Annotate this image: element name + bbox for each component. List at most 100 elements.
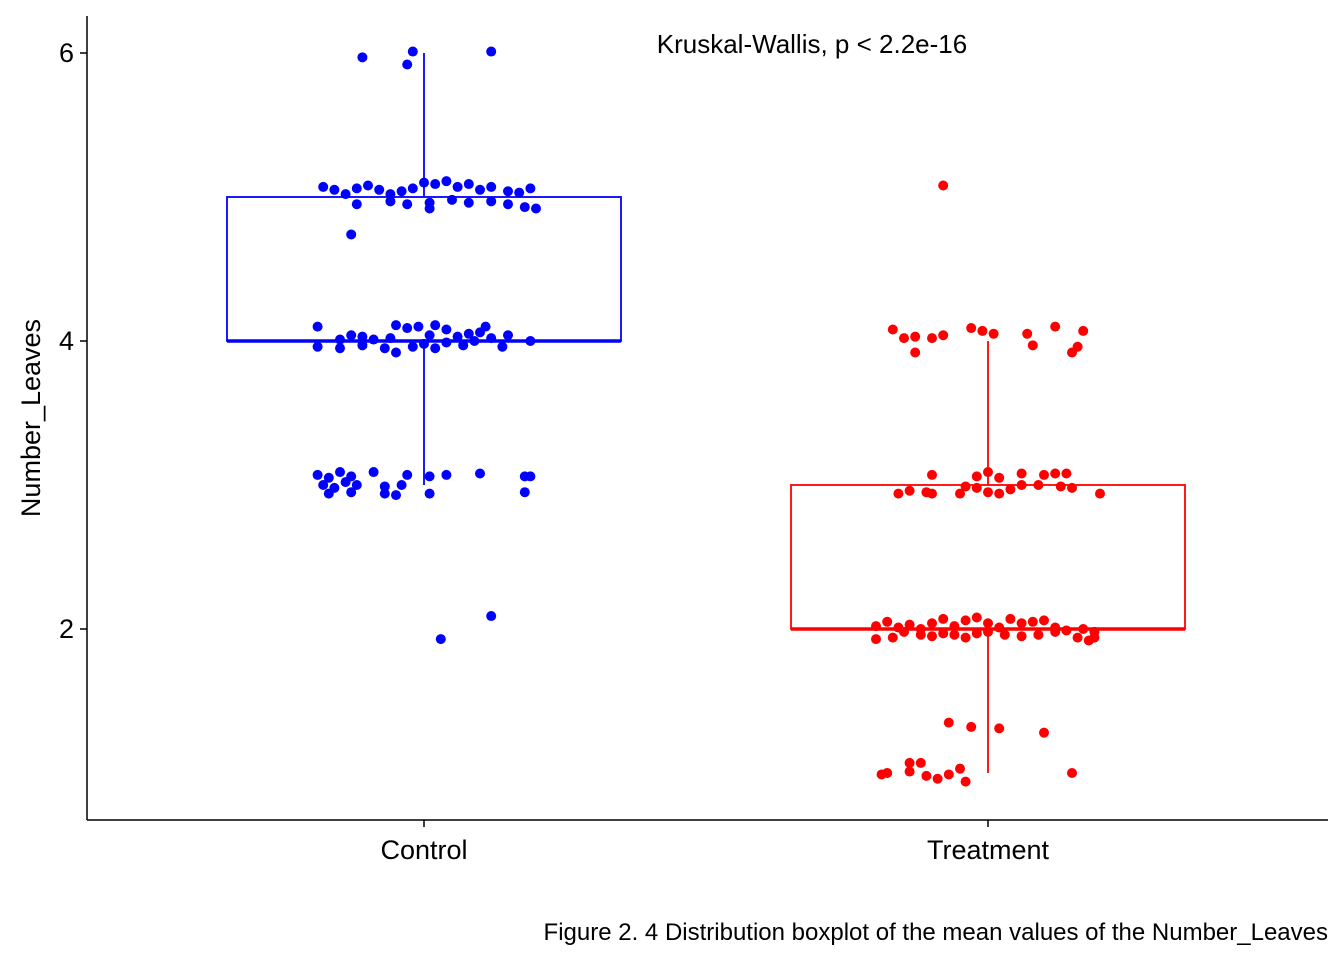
data-point — [419, 177, 429, 188]
data-point — [1067, 482, 1077, 493]
data-point — [899, 626, 909, 637]
data-point — [402, 59, 413, 70]
data-point — [1050, 468, 1061, 479]
data-point — [938, 613, 949, 624]
data-point — [424, 203, 435, 214]
data-point — [407, 183, 418, 194]
data-point — [335, 334, 345, 345]
data-point — [887, 324, 898, 335]
data-point — [469, 336, 480, 346]
data-point — [994, 488, 1005, 499]
data-point — [351, 183, 362, 194]
y-axis-title: Number_Leaves — [16, 319, 46, 517]
data-point — [999, 629, 1010, 640]
data-point — [927, 631, 937, 642]
data-point — [971, 482, 982, 493]
data-point — [318, 181, 329, 192]
data-point — [971, 612, 982, 623]
data-point — [1050, 626, 1061, 637]
data-point — [385, 333, 396, 344]
data-point — [312, 469, 323, 480]
data-point — [430, 343, 441, 354]
data-point — [514, 187, 525, 198]
data-point — [424, 471, 435, 482]
data-point — [1016, 480, 1027, 490]
data-point — [1027, 616, 1038, 627]
data-point — [910, 347, 921, 358]
data-point — [441, 469, 452, 480]
data-point — [379, 481, 390, 492]
data-point — [424, 330, 435, 341]
data-point — [463, 197, 474, 208]
data-point — [994, 622, 1005, 633]
data-point — [503, 186, 513, 197]
data-point — [910, 331, 921, 342]
test-annotation: Kruskal-Wallis, p < 2.2e-16 — [657, 29, 967, 59]
data-point — [1039, 469, 1049, 480]
data-point — [927, 469, 937, 480]
data-point — [882, 616, 893, 627]
data-point — [486, 333, 497, 344]
data-point — [1055, 481, 1066, 492]
data-point — [402, 323, 413, 334]
data-point — [351, 480, 362, 490]
data-point — [1027, 340, 1038, 351]
data-point — [379, 343, 390, 354]
data-point — [340, 189, 351, 200]
data-point — [904, 485, 915, 496]
data-point — [960, 776, 971, 787]
y-ticks-layer: 2 4 6 — [59, 38, 87, 644]
x-tick-label: Treatment — [927, 835, 1050, 865]
data-point — [871, 634, 881, 645]
data-point — [407, 46, 418, 57]
data-point — [312, 341, 323, 352]
x-tick-label: Control — [380, 835, 467, 865]
data-point — [938, 330, 949, 341]
data-point — [1022, 328, 1033, 339]
data-point — [971, 471, 982, 482]
data-point — [463, 179, 474, 190]
data-point — [402, 469, 413, 480]
data-point — [391, 320, 401, 331]
data-point — [424, 488, 435, 499]
data-point — [899, 333, 909, 344]
data-point — [1016, 468, 1027, 479]
data-point — [486, 46, 497, 57]
data-point — [503, 199, 513, 210]
data-point — [960, 615, 971, 626]
data-point — [357, 340, 368, 351]
data-point — [379, 488, 390, 499]
data-point — [1005, 484, 1016, 495]
data-point — [904, 766, 915, 777]
data-point — [441, 176, 452, 187]
data-point — [463, 328, 474, 339]
data-point — [458, 340, 469, 351]
data-point — [368, 334, 379, 345]
data-point — [966, 323, 977, 334]
data-point — [318, 480, 329, 490]
data-point — [1005, 613, 1016, 624]
data-point — [983, 487, 993, 498]
data-point — [430, 320, 441, 331]
data-point — [441, 337, 452, 348]
data-point — [452, 181, 463, 192]
data-point — [385, 189, 396, 200]
data-point — [1061, 468, 1072, 479]
data-point — [486, 611, 497, 622]
figure-caption: Figure 2. 4 Distribution boxplot of the … — [544, 919, 1328, 946]
data-point — [374, 184, 385, 195]
data-point — [475, 184, 485, 195]
data-point — [927, 333, 937, 344]
data-point — [323, 472, 334, 483]
data-point — [346, 330, 357, 341]
data-point — [519, 487, 530, 498]
data-point — [921, 770, 932, 781]
y-tick-label: 6 — [59, 38, 74, 68]
data-point — [525, 336, 536, 346]
data-point — [351, 199, 362, 210]
data-point — [960, 632, 971, 643]
data-point — [904, 757, 915, 768]
data-point — [1016, 631, 1027, 642]
data-point — [994, 723, 1005, 734]
